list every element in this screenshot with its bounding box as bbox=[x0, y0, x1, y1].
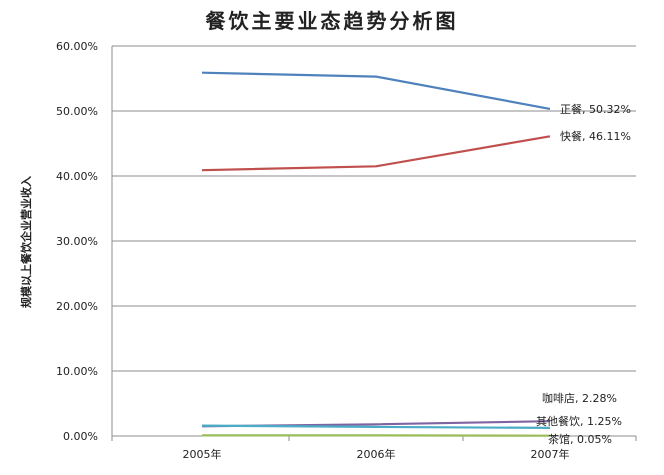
y-tick-label: 10.00% bbox=[56, 365, 98, 378]
y-tick-label: 0.00% bbox=[63, 430, 98, 443]
data-label: 正餐, 50.32% bbox=[560, 102, 631, 116]
series-lines bbox=[202, 73, 550, 436]
series-line-2 bbox=[202, 136, 550, 170]
series-line-4 bbox=[202, 426, 550, 428]
series-line-1 bbox=[202, 73, 550, 109]
y-tick-label: 30.00% bbox=[56, 235, 98, 248]
data-label: 快餐, 46.11% bbox=[560, 129, 631, 143]
y-tick-label: 50.00% bbox=[56, 105, 98, 118]
x-tick-label: 2007年 bbox=[531, 447, 570, 461]
y-tick-label: 20.00% bbox=[56, 300, 98, 313]
chart-title: 餐饮主要业态趋势分析图 bbox=[206, 9, 459, 33]
data-label: 咖啡店, 2.28% bbox=[542, 391, 617, 405]
y-tick-label: 40.00% bbox=[56, 170, 98, 183]
data-labels: 正餐, 50.32% 快餐, 46.11% 咖啡店, 2.28% 其他餐饮, 1.25… bbox=[536, 102, 631, 446]
y-tick-label: 60.00% bbox=[56, 40, 98, 53]
y-axis-label: 规模以上餐饮企业营业收入 bbox=[19, 176, 33, 308]
gridlines bbox=[112, 46, 636, 371]
data-label: 茶馆, 0.05% bbox=[548, 432, 612, 446]
x-tick-label: 2006年 bbox=[357, 447, 396, 461]
x-tick-label: 2005年 bbox=[183, 447, 222, 461]
data-label: 其他餐饮, 1.25% bbox=[536, 414, 622, 428]
